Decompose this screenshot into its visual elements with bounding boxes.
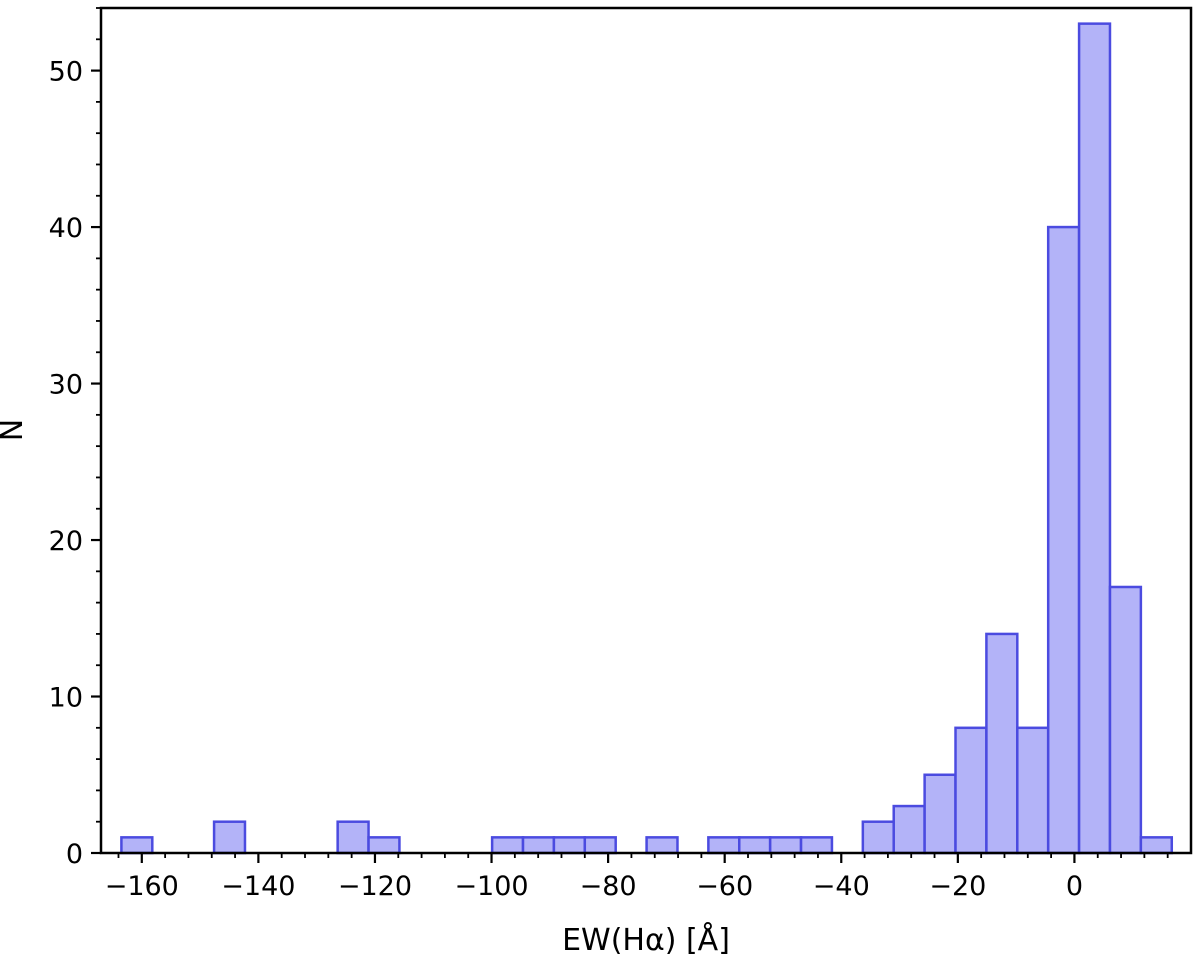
x-tick-label: −40 [813,871,870,902]
histogram-bar [1077,22,1112,855]
histogram-bar [336,820,370,855]
x-tick-label: −60 [696,871,753,902]
y-tick-label: 50 [49,57,83,88]
y-tick-label: 0 [66,839,83,870]
histogram-bar [583,836,617,855]
histogram-bar [1046,225,1081,855]
y-tick-label: 10 [49,683,83,714]
histogram-bar [1108,585,1143,855]
plot-frame [99,6,1193,855]
histogram-bar [521,836,556,855]
histogram-bars [120,22,1174,855]
x-tick-label: −20 [929,871,986,902]
histogram-bar [985,632,1019,855]
histogram-bar [1139,836,1174,855]
x-tick-label: −80 [580,871,637,902]
histogram-bar [799,836,834,855]
histogram-bar [707,836,741,855]
histogram-bar [954,726,988,855]
histogram-bar [923,773,957,855]
x-tick-label: 0 [1066,871,1083,902]
histogram-bar [212,820,247,855]
histogram-bar [120,836,154,855]
x-tick-label: −100 [454,871,528,902]
x-tick-label: −160 [105,871,179,902]
x-tick-label: −120 [338,871,412,902]
y-tick-label: 20 [49,526,83,557]
histogram-bar [768,836,803,855]
histogram-bar [892,804,926,855]
y-tick-label: 30 [49,370,83,401]
histogram-bar [367,836,401,855]
histogram-bar [1016,726,1050,855]
y-axis-label: N [0,419,30,441]
tick-labels: −160 −140 −120 −100 −80 −60 −40 −20 0 0 10 20 30 40 50 [49,57,1083,902]
histogram-bar [552,836,587,855]
histogram-bar [738,836,772,855]
histogram-bar [645,836,679,855]
histogram-bar [861,820,895,855]
histogram-bar [490,836,525,855]
y-tick-label: 40 [49,213,83,244]
x-tick-label: −140 [221,871,295,902]
x-axis-label: EW(Hα) [Å] [562,922,730,958]
